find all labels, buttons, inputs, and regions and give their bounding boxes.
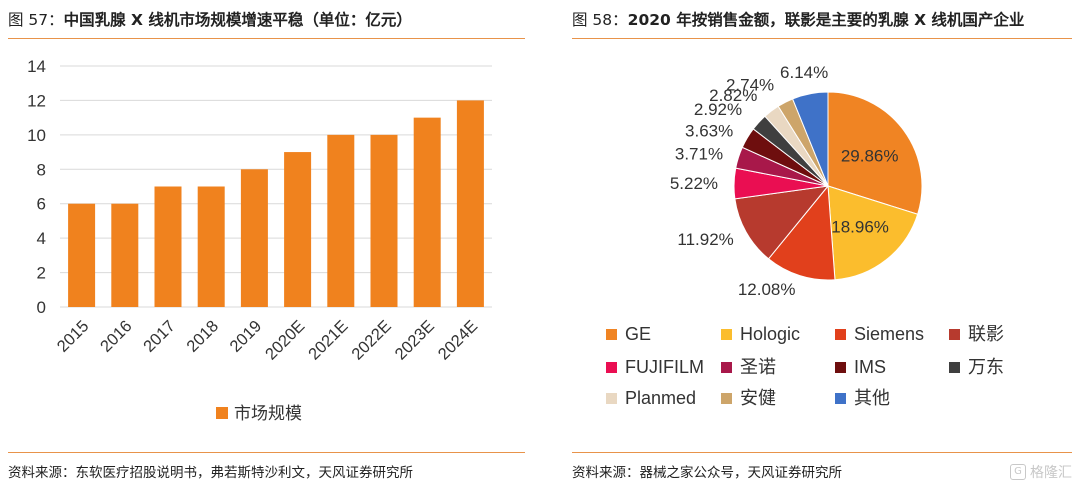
figure-58-caption: 2020 年按销售金额，联影是主要的乳腺 X 线机国产企业	[627, 11, 1025, 29]
x-tick-label: 2023E	[392, 317, 438, 363]
legend-swatch-万东	[949, 362, 960, 373]
bar-2016	[111, 203, 139, 307]
figure-58-top-rule	[572, 38, 1072, 39]
pie-percent-label: 12.08%	[738, 280, 796, 299]
legend-swatch-其他	[835, 393, 846, 404]
pie-percent-label: 3.71%	[675, 144, 723, 163]
figure-58-number: 图 58：	[572, 11, 628, 29]
pie-percent-label: 6.14%	[780, 63, 828, 82]
legend-label: 市场规模	[234, 404, 302, 423]
pie-percent-label: 18.96%	[831, 218, 889, 237]
legend-label: 圣诺	[740, 357, 776, 377]
x-tick-label: 2020E	[262, 317, 308, 363]
y-tick-label: 10	[27, 126, 46, 145]
y-tick-label: 6	[37, 195, 46, 214]
legend-label: 万东	[968, 357, 1004, 377]
y-tick-label: 12	[27, 91, 46, 110]
pie-percent-label: 3.63%	[685, 122, 733, 141]
legend-swatch-FUJIFILM	[606, 362, 617, 373]
x-tick-label: 2021E	[305, 317, 351, 363]
bar-2024E	[456, 100, 484, 307]
x-tick-label: 2018	[183, 317, 222, 356]
bar-2021E	[327, 134, 355, 307]
legend-label: 其他	[854, 388, 890, 408]
x-tick-label: 2022E	[348, 317, 394, 363]
legend-swatch-安健	[721, 393, 732, 404]
pie-percent-label: 29.86%	[841, 146, 899, 165]
bar-2018	[197, 186, 225, 307]
legend-label: GE	[625, 324, 651, 344]
legend-label: IMS	[854, 357, 886, 377]
pie-slice-其他	[791, 91, 829, 187]
legend-label: Siemens	[854, 324, 924, 344]
x-tick-label: 2019	[227, 317, 266, 356]
gelonghui-logo-icon: G	[1010, 464, 1026, 480]
bar-2015	[68, 203, 96, 307]
pie-slice-Siemens	[767, 184, 836, 281]
pie-percent-label: 2.74%	[726, 75, 774, 94]
pie-percent-label: 11.92%	[677, 230, 733, 249]
pie-percent-label: 5.22%	[670, 174, 718, 193]
bar-2022E	[370, 134, 398, 307]
legend-swatch-Siemens	[835, 329, 846, 340]
x-tick-label: 2015	[54, 317, 93, 356]
legend-label: Hologic	[740, 324, 800, 344]
y-tick-label: 4	[37, 229, 46, 248]
y-tick-label: 14	[27, 57, 46, 76]
figure-58-title: 图 58：2020 年按销售金额，联影是主要的乳腺 X 线机国产企业	[572, 8, 1024, 30]
legend-swatch-IMS	[835, 362, 846, 373]
market-size-bar-chart: 0 2 4 6 8 10 12 14 2015 2016 2017 2018 20192020E2021…	[27, 57, 492, 423]
bar-2020E	[284, 152, 312, 307]
figure-57-bottom-rule	[8, 452, 525, 453]
y-tick-label: 2	[37, 264, 46, 283]
pie-percent-label: 2.92%	[694, 100, 742, 119]
legend-swatch-Hologic	[721, 329, 732, 340]
legend-swatch-Planmed	[606, 393, 617, 404]
figure-57-source: 资料来源：东软医疗招股说明书，弗若斯特沙利文，天风证券研究所	[8, 465, 413, 481]
bar-2019	[240, 169, 268, 307]
bar-2017	[154, 186, 182, 307]
bar-2023E	[413, 117, 441, 308]
watermark: G 格隆汇	[1010, 462, 1072, 482]
x-tick-label: 2017	[140, 317, 179, 356]
legend-label: Planmed	[625, 388, 696, 408]
pie-slice-Hologic	[827, 185, 919, 281]
sales-share-pie-chart: 29.86% 18.96% 12.08% 11.92% 5.22% 3.71% 3.63% 2…	[606, 63, 1004, 408]
x-tick-label: 2016	[97, 317, 136, 356]
y-tick-label: 0	[37, 298, 46, 317]
legend-swatch-联影	[949, 329, 960, 340]
figure-57-caption: 中国乳腺 X 线机市场规模增速平稳（单位：亿元）	[63, 11, 412, 29]
figure-57-number: 图 57：	[8, 11, 64, 29]
pie-slice-联影	[734, 185, 830, 260]
legend-swatch-GE	[606, 329, 617, 340]
figure-57-top-rule	[8, 38, 525, 39]
x-tick-label: 2024E	[435, 317, 481, 363]
y-tick-label: 8	[37, 160, 46, 179]
figure-58-source: 资料来源：器械之家公众号，天风证券研究所	[572, 465, 842, 481]
pie-slice-GE	[827, 91, 923, 215]
legend-label: FUJIFILM	[625, 357, 704, 377]
legend-swatch-圣诺	[721, 362, 732, 373]
legend-swatch	[216, 407, 228, 419]
legend-label: 联影	[968, 324, 1004, 344]
pie-percent-label: 2.82%	[709, 86, 757, 105]
figure-58-bottom-rule	[572, 452, 1072, 453]
watermark-text: 格隆汇	[1030, 465, 1072, 481]
legend-label: 安健	[740, 388, 776, 408]
figure-57-title: 图 57：中国乳腺 X 线机市场规模增速平稳（单位：亿元）	[8, 8, 412, 30]
